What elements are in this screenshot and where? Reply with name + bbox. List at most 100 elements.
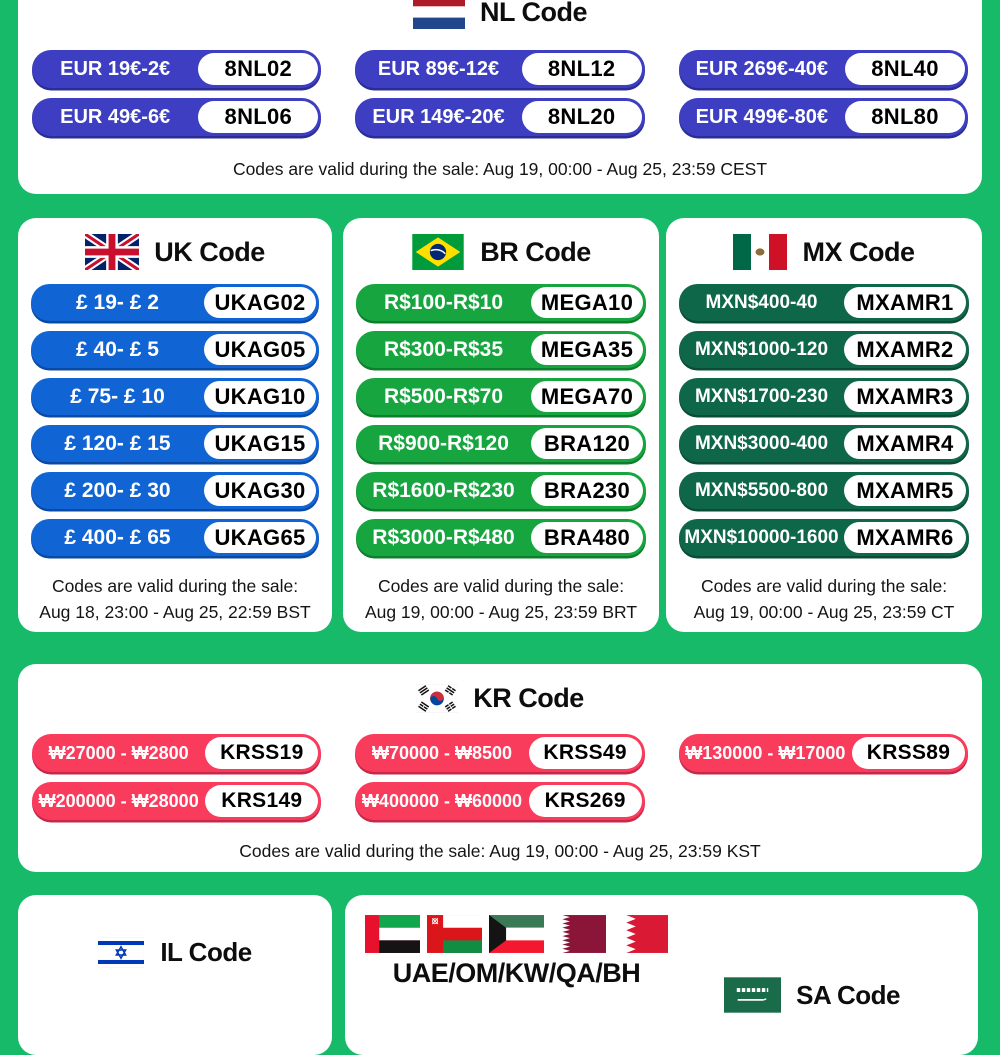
coupon-price: MXN$1000-120 — [694, 338, 829, 360]
uk-card-title: UK Code — [154, 236, 265, 267]
br-header: BR Code — [356, 232, 646, 272]
coupon-code: MXAMR3 — [844, 381, 966, 412]
il-card-title: IL Code — [160, 937, 252, 967]
coupon-pill[interactable]: £ 19- £ 2 UKAG02 — [31, 284, 319, 321]
coupon-price: MXN$400-40 — [705, 291, 818, 313]
coupon-price: R$300-R$35 — [383, 337, 504, 361]
coupon-price: £ 200- £ 30 — [64, 478, 171, 502]
coupon-code: MEGA70 — [531, 381, 643, 412]
coupon-price: R$3000-R$480 — [372, 525, 515, 549]
coupon-price: £ 40- £ 5 — [76, 337, 159, 361]
coupon-price: ₩27000 - ₩2800 — [48, 742, 189, 763]
coupon-pill[interactable]: £ 200- £ 30 UKAG30 — [31, 472, 319, 509]
coupon-price: £ 120- £ 15 — [64, 431, 171, 455]
coupon-pill[interactable]: R$500-R$70 MEGA70 — [356, 378, 646, 415]
coupon-code: BRA230 — [531, 475, 643, 506]
om-flag-icon — [427, 915, 482, 953]
coupon-pill[interactable]: R$3000-R$480 BRA480 — [356, 519, 646, 556]
coupon-price: MXN$5500-800 — [694, 479, 829, 501]
coupon-code: MEGA35 — [531, 334, 643, 365]
kr-code-card: KR Code ₩27000 - ₩2800 KRSS19 ₩70000 - ₩… — [18, 664, 982, 872]
coupon-pill[interactable]: MXN$1700-230 MXAMR3 — [679, 378, 969, 415]
coupon-price: R$100-R$10 — [383, 290, 504, 314]
uk-flag-icon — [85, 234, 140, 270]
br-validity-line2: Aug 19, 00:00 - Aug 25, 23:59 BRT — [364, 602, 638, 622]
coupon-pill[interactable]: R$1600-R$230 BRA230 — [356, 472, 646, 509]
mx-coupon-grid: MXN$400-40 MXAMR1 MXN$1000-120 MXAMR2 MX… — [679, 284, 969, 556]
sa-flag-icon — [724, 977, 782, 1013]
coupon-pill[interactable]: EUR 269€-40€ 8NL40 — [678, 50, 968, 88]
coupon-code: MXAMR1 — [844, 287, 966, 318]
coupon-pill[interactable]: MXN$10000-1600 MXAMR6 — [679, 519, 969, 556]
coupon-pill[interactable]: EUR 149€-20€ 8NL20 — [355, 98, 645, 136]
coupon-price: £ 19- £ 2 — [76, 290, 159, 314]
uk-validity-text: Codes are valid during the sale: Aug 18,… — [31, 573, 319, 625]
coupon-code: KRSS49 — [528, 737, 642, 769]
coupon-code: 8NL80 — [845, 101, 965, 133]
coupon-code: KRS149 — [205, 785, 319, 817]
coupon-pill[interactable]: R$100-R$10 MEGA10 — [356, 284, 646, 321]
uk-validity-line1: Codes are valid during the sale: — [51, 576, 299, 596]
coupon-pill[interactable]: MXN$5500-800 MXAMR5 — [679, 472, 969, 509]
mx-validity-text: Codes are valid during the sale: Aug 19,… — [679, 573, 969, 625]
coupon-pill[interactable]: EUR 49€-6€ 8NL06 — [32, 98, 322, 136]
gulf-sa-code-card: UAE/OM/KW/QA/BH SA Code — [345, 895, 978, 1055]
coupon-code: MEGA10 — [531, 287, 643, 318]
coupon-pill[interactable]: MXN$1000-120 MXAMR2 — [679, 331, 969, 368]
br-validity-line1: Codes are valid during the sale: — [377, 576, 625, 596]
qa-flag-icon — [551, 915, 606, 953]
mx-header: MX Code — [679, 232, 969, 272]
bh-flag-icon — [613, 915, 668, 953]
coupon-code: KRSS19 — [205, 737, 319, 769]
coupon-code: MXAMR6 — [844, 522, 966, 553]
coupon-price: ₩130000 - ₩17000 — [685, 742, 846, 763]
coupon-price: R$1600-R$230 — [372, 478, 515, 502]
coupon-pill[interactable]: £ 40- £ 5 UKAG05 — [31, 331, 319, 368]
coupon-price: ₩400000 - ₩60000 — [361, 790, 523, 811]
coupon-price: £ 75- £ 10 — [70, 384, 165, 408]
coupon-code: KRS269 — [528, 785, 642, 817]
coupon-pill[interactable]: ₩27000 - ₩2800 KRSS19 — [32, 734, 322, 772]
coupon-pill[interactable]: ₩400000 - ₩60000 KRS269 — [355, 782, 645, 820]
coupon-code: BRA480 — [531, 522, 643, 553]
coupon-pill[interactable]: MXN$400-40 MXAMR1 — [679, 284, 969, 321]
coupon-pill[interactable]: EUR 499€-80€ 8NL80 — [678, 98, 968, 136]
kr-flag-icon — [416, 683, 459, 713]
coupon-code: MXAMR5 — [844, 475, 966, 506]
br-code-card: BR Code R$100-R$10 MEGA10 R$300-R$35 MEG… — [343, 218, 659, 632]
coupon-pill[interactable]: ₩130000 - ₩17000 KRSS89 — [678, 734, 968, 772]
coupon-pill[interactable]: £ 400- £ 65 UKAG65 — [31, 519, 319, 556]
coupon-pill[interactable]: EUR 19€-2€ 8NL02 — [32, 50, 322, 88]
coupon-pill[interactable]: ₩70000 - ₩8500 KRSS49 — [355, 734, 645, 772]
coupon-price: R$900-R$120 — [378, 431, 509, 455]
coupon-pill[interactable]: EUR 89€-12€ 8NL12 — [355, 50, 645, 88]
gulf-flag-row — [365, 915, 668, 953]
coupon-pill[interactable]: £ 75- £ 10 UKAG10 — [31, 378, 319, 415]
coupon-pill[interactable]: R$900-R$120 BRA120 — [356, 425, 646, 462]
il-flag-icon — [98, 937, 145, 968]
coupon-pill[interactable]: R$300-R$35 MEGA35 — [356, 331, 646, 368]
nl-code-card: NL Code EUR 19€-2€ 8NL02 EUR 89€-12€ 8NL… — [18, 0, 982, 194]
sa-header: SA Code — [724, 935, 900, 1055]
br-card-title: BR Code — [480, 236, 591, 267]
coupon-code: BRA120 — [531, 428, 643, 459]
coupon-code: 8NL20 — [521, 101, 642, 133]
nl-card-title: NL Code — [479, 0, 588, 27]
coupon-code: MXAMR4 — [844, 428, 966, 459]
nl-validity-text: Codes are valid during the sale: Aug 19,… — [232, 159, 768, 179]
coupon-price: ₩70000 - ₩8500 — [371, 742, 513, 763]
coupon-code: KRSS89 — [852, 737, 965, 769]
gulf-header: UAE/OM/KW/QA/BH — [365, 915, 668, 1055]
coupon-price: ₩200000 - ₩28000 — [38, 790, 199, 811]
coupon-pill[interactable]: £ 120- £ 15 UKAG15 — [31, 425, 319, 462]
nl-coupon-grid: EUR 19€-2€ 8NL02 EUR 89€-12€ 8NL12 EUR 2… — [32, 50, 968, 136]
il-header: IL Code — [18, 895, 332, 968]
kr-validity-text: Codes are valid during the sale: Aug 19,… — [239, 841, 761, 861]
mx-card-title: MX Code — [802, 236, 915, 267]
nl-header: NL Code — [32, 0, 968, 30]
coupon-code: 8NL40 — [845, 53, 965, 85]
uk-header: UK Code — [31, 232, 319, 272]
coupon-pill[interactable]: MXN$3000-400 MXAMR4 — [679, 425, 969, 462]
coupon-price: EUR 269€-40€ — [695, 57, 828, 80]
coupon-pill[interactable]: ₩200000 - ₩28000 KRS149 — [32, 782, 322, 820]
